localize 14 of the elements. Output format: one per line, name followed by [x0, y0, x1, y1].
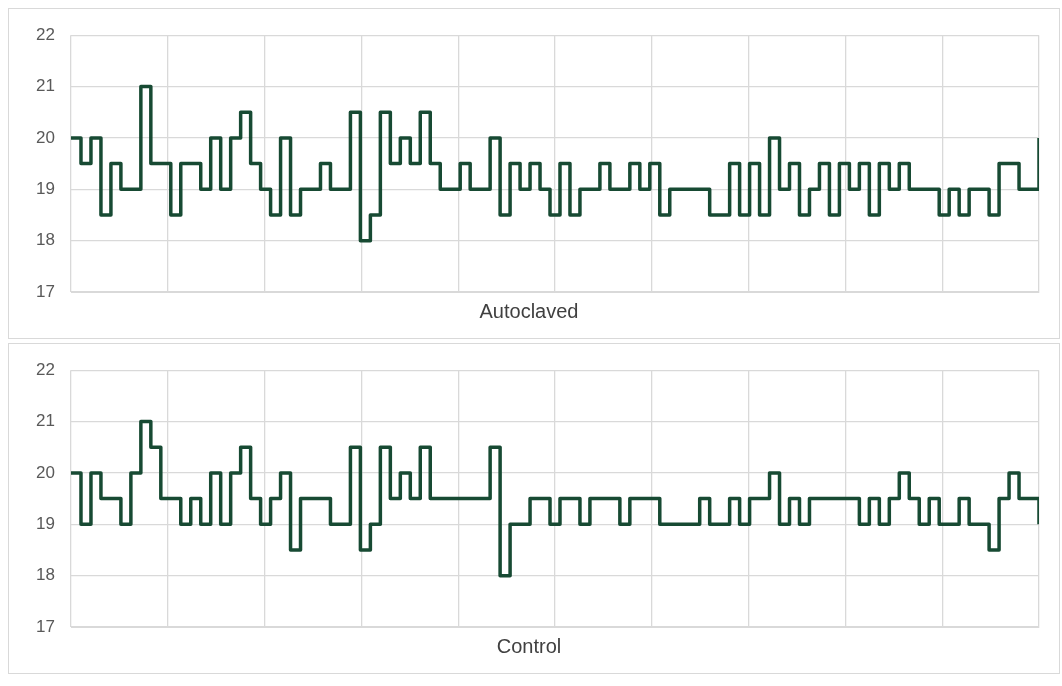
y-tick-label: 17: [36, 281, 55, 301]
text: Autoclaved: [479, 299, 579, 322]
y-tick-label: 19: [36, 178, 55, 198]
y-tick-label: 20: [36, 462, 55, 482]
y-tick-label: 22: [36, 359, 55, 379]
y-tick-label: 21: [36, 76, 55, 96]
y-tick-label: 17: [36, 616, 55, 636]
y-tick-label: 18: [36, 230, 55, 250]
y-tick-label: 21: [36, 411, 55, 431]
y-tick-label: 18: [36, 565, 55, 585]
y-tick-label: 20: [36, 127, 55, 147]
y-tick-label: 22: [36, 24, 55, 44]
y-tick-label: 19: [36, 513, 55, 533]
text: Control: [496, 634, 562, 657]
